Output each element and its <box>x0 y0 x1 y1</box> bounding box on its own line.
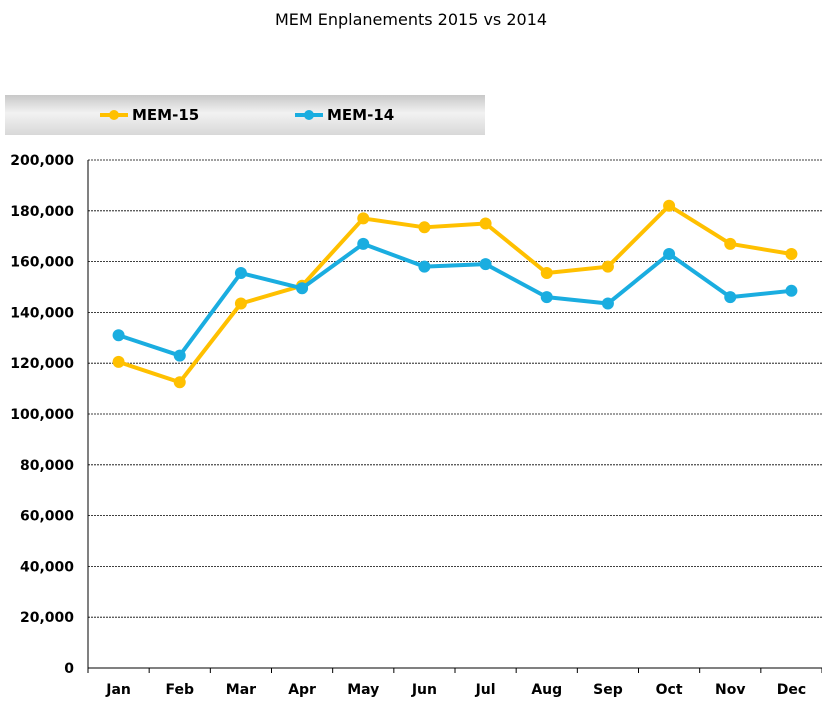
data-point-mem-14 <box>296 282 309 295</box>
x-tick-label: Sep <box>593 682 623 698</box>
series-line-mem-15 <box>117 203 792 385</box>
axes <box>87 160 822 673</box>
data-point-mem-14 <box>601 297 614 310</box>
data-point-mem-14 <box>234 267 247 280</box>
x-tick-label: Apr <box>288 682 316 698</box>
data-point-mem-15 <box>479 217 492 230</box>
data-point-mem-14 <box>112 329 125 342</box>
legend-label-mem-15: MEM-15 <box>132 106 200 124</box>
series-line-mem-14 <box>117 241 792 358</box>
data-point-mem-15 <box>234 297 247 310</box>
y-tick-label: 60,000 <box>20 509 74 525</box>
legend-swatch-mem-14 <box>295 105 323 125</box>
chart-title: MEM Enplanements 2015 vs 2014 <box>274 10 548 29</box>
data-point-mem-14 <box>663 247 676 260</box>
y-tick-label: 20,000 <box>20 610 74 626</box>
data-point-mem-15 <box>112 355 125 368</box>
data-point-mem-14 <box>785 284 798 297</box>
y-tick-label: 180,000 <box>10 204 74 220</box>
x-tick-label: Dec <box>777 682 806 698</box>
x-tick-label: Oct <box>656 682 683 698</box>
y-tick-label: 40,000 <box>20 559 74 575</box>
data-point-mem-14 <box>479 258 492 271</box>
x-tick-label: Jun <box>411 682 437 698</box>
x-tick-label: Mar <box>226 682 256 698</box>
series-mem-15 <box>112 199 798 389</box>
data-point-mem-14 <box>418 260 431 273</box>
data-point-mem-14 <box>724 291 737 304</box>
x-tick-label: Aug <box>531 682 562 698</box>
data-point-mem-15 <box>663 199 676 212</box>
series-mem-14 <box>112 237 798 362</box>
y-tick-label: 140,000 <box>10 305 74 321</box>
data-point-mem-15 <box>418 221 431 234</box>
x-tick-label: Nov <box>715 682 745 698</box>
x-tick-label: Feb <box>165 682 194 698</box>
x-tick-label: Jul <box>475 682 496 698</box>
y-tick-label: 120,000 <box>10 356 74 372</box>
y-tick-label: 0 <box>64 661 74 677</box>
gridlines <box>88 159 822 618</box>
y-axis-tick-labels: 0 20,000 40,000 60,000 80,000 100,000 120,000 1… <box>10 153 74 677</box>
data-point-mem-15 <box>173 376 186 389</box>
data-point-mem-15 <box>601 260 614 273</box>
legend-item-mem-14: MEM-14 <box>295 95 394 135</box>
legend-swatch-mem-15 <box>100 105 128 125</box>
data-point-mem-15 <box>724 237 737 250</box>
data-point-mem-14 <box>173 349 186 362</box>
data-point-mem-15 <box>357 212 370 225</box>
data-point-mem-15 <box>540 267 553 280</box>
y-tick-label: 200,000 <box>10 153 74 169</box>
y-tick-label: 80,000 <box>20 458 74 474</box>
data-point-mem-15 <box>785 247 798 260</box>
legend-item-mem-15: MEM-15 <box>100 95 199 135</box>
x-tick-label: May <box>347 682 379 698</box>
legend: MEM-15 MEM-14 <box>5 95 485 135</box>
y-tick-label: 100,000 <box>10 407 74 423</box>
y-tick-label: 160,000 <box>10 255 74 271</box>
x-tick-label: Jan <box>105 682 131 698</box>
series-lines <box>112 199 798 389</box>
x-axis-tick-labels: Jan Feb Mar Apr May Jun Jul Aug Sep Oct Nov Dec <box>105 682 806 698</box>
legend-label-mem-14: MEM-14 <box>327 106 395 124</box>
data-point-mem-14 <box>357 237 370 250</box>
data-point-mem-14 <box>540 291 553 304</box>
